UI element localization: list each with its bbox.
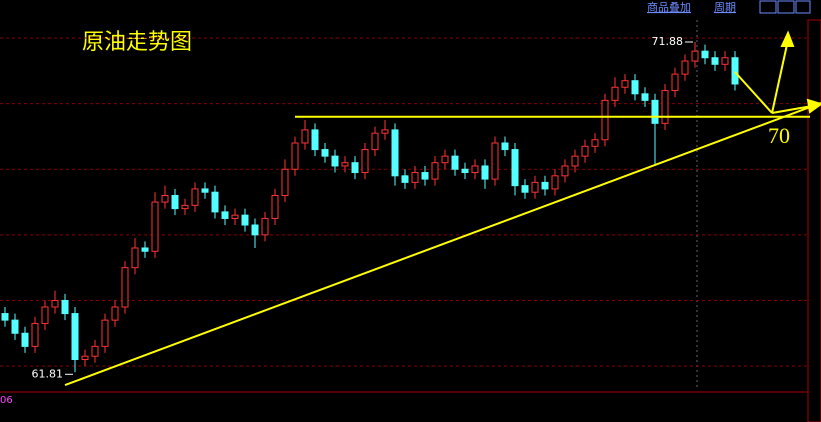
prev-button[interactable] (759, 0, 777, 14)
candle-body (241, 214, 249, 226)
candle-body (91, 345, 99, 357)
arrow-head (780, 30, 795, 47)
chart-title: 原油走势图 (82, 30, 192, 55)
candle-body (351, 162, 359, 174)
candle-body (261, 217, 269, 236)
candle-body (151, 201, 159, 252)
candle-body (371, 132, 379, 151)
candle-body (691, 50, 699, 62)
candle-body (111, 306, 119, 321)
candle-body (321, 149, 329, 157)
candle-body (161, 194, 169, 203)
candle-body (541, 181, 549, 190)
candle-body (11, 319, 19, 334)
candle-body (291, 142, 299, 170)
candle-body (411, 172, 419, 183)
candle-body (591, 139, 599, 147)
candle-body (421, 172, 429, 180)
candle-body (191, 188, 199, 206)
candle-body (71, 313, 79, 360)
candle-body (121, 267, 129, 308)
candle-body (361, 149, 369, 174)
indicator-label: 06 (0, 395, 13, 406)
high-label: 71.88 (652, 35, 684, 48)
candle-body (391, 129, 399, 177)
candle-body (611, 86, 619, 101)
arrow-head (806, 98, 821, 114)
candle-body (331, 155, 339, 167)
arrow (771, 39, 789, 114)
candle-body (41, 306, 49, 324)
candle-body (221, 211, 229, 219)
candle-body (171, 194, 179, 210)
next-button[interactable] (777, 0, 795, 14)
low-label: 61.81 (32, 367, 64, 380)
candle-body (181, 204, 189, 210)
candle-body (451, 155, 459, 170)
candle-body (21, 332, 29, 347)
candle-body (271, 194, 279, 219)
period-button[interactable]: 周期 (714, 1, 736, 14)
candle-body (341, 162, 349, 167)
candle-body (481, 165, 489, 180)
candle-body (81, 355, 89, 360)
arrows (734, 30, 821, 114)
overlay-button[interactable]: 商品叠加 (647, 0, 691, 14)
candle-body (101, 319, 109, 347)
candle-body (571, 155, 579, 167)
candle-body (401, 175, 409, 183)
trend-line (64, 102, 821, 387)
candle-body (441, 155, 449, 164)
side-panel (807, 19, 821, 422)
candle-body (51, 299, 59, 308)
candle-body (231, 214, 239, 219)
candle-body (461, 168, 469, 174)
candle-body (681, 60, 689, 75)
candle-body (211, 191, 219, 213)
candle-body (641, 93, 649, 101)
candle-body (1, 313, 9, 321)
candle-body (381, 129, 389, 134)
arrow (771, 105, 813, 114)
candle-body (631, 80, 639, 95)
candle-body (281, 168, 289, 196)
candle-body (671, 73, 679, 92)
candle-body (501, 142, 509, 151)
arrow (734, 71, 773, 114)
candle-body (251, 224, 259, 236)
candle-body (711, 57, 719, 65)
annotation: 70 (768, 123, 790, 148)
candle-body (131, 247, 139, 269)
candle-body (511, 149, 519, 187)
candle-body (651, 99, 659, 124)
candle-body (561, 165, 569, 177)
candle-body (31, 322, 39, 347)
candle-body (701, 50, 709, 59)
candle-body (721, 57, 729, 65)
candle-body (201, 188, 209, 193)
candle-body (661, 90, 669, 124)
candle-body (431, 162, 439, 180)
candle-body (521, 185, 529, 193)
candle-body (731, 57, 739, 85)
candle-body (311, 129, 319, 151)
candle-body (301, 129, 309, 144)
candle-body (531, 181, 539, 193)
toolbar (0, 0, 821, 18)
candle-body (471, 165, 479, 174)
candle-body (581, 145, 589, 157)
candle-body (551, 175, 559, 190)
candle-body (61, 299, 69, 315)
candle-body (601, 99, 609, 141)
candle-body (621, 80, 629, 88)
candle-body (491, 142, 499, 180)
menu-button[interactable] (795, 0, 811, 14)
candle-body (141, 247, 149, 252)
